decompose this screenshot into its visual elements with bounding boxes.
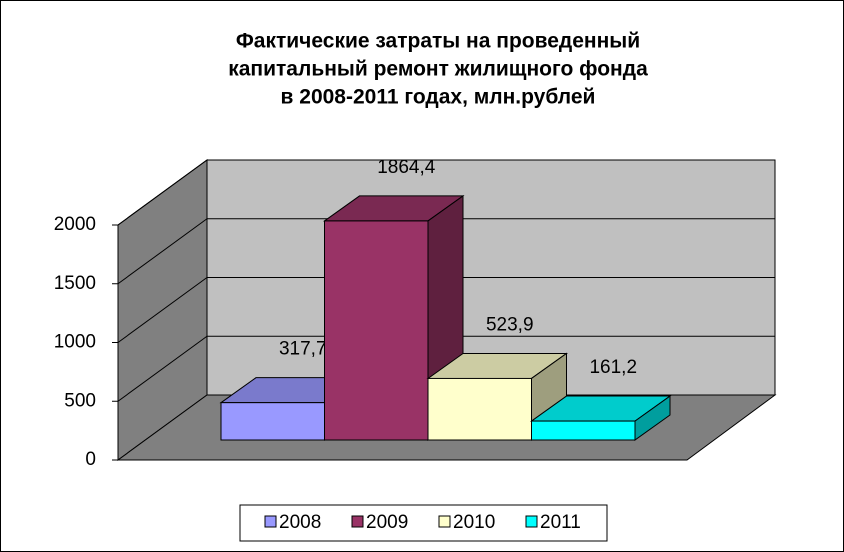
legend-label: 2011 [540, 512, 581, 533]
legend-label: 2010 [453, 512, 495, 533]
title-line: в 2008-2011 годах, млн.рублей [281, 86, 596, 109]
legend-swatch [438, 515, 451, 528]
y-tick-label: 0 [85, 449, 96, 470]
chart-title: Фактические затраты на проведенный капита… [228, 30, 648, 109]
y-tick-label: 1500 [54, 273, 96, 294]
y-tick-label: 500 [64, 390, 96, 411]
legend-label: 2009 [366, 512, 408, 533]
title-line: Фактические затраты на проведенный [236, 30, 640, 53]
legend-swatch [525, 515, 538, 528]
title-line: капитальный ремонт жилищного фонда [228, 58, 648, 81]
y-tick-label: 2000 [54, 214, 96, 235]
legend [239, 504, 608, 542]
grid-line [117, 218, 208, 285]
bar [220, 402, 325, 441]
legend-label: 2008 [279, 512, 321, 533]
y-tick-label: 1000 [54, 332, 96, 353]
data-label: 161,2 [589, 357, 637, 378]
legend-swatch [351, 515, 364, 528]
grid-line [117, 335, 208, 402]
grid-line [117, 277, 208, 343]
data-label: 317,7 [279, 339, 327, 360]
data-label: 1864,4 [377, 157, 436, 178]
bar [427, 377, 532, 441]
bar [531, 420, 636, 441]
grid-line [117, 159, 208, 226]
bar [324, 220, 429, 441]
data-label: 523,9 [486, 314, 534, 335]
legend-swatch [264, 515, 277, 528]
